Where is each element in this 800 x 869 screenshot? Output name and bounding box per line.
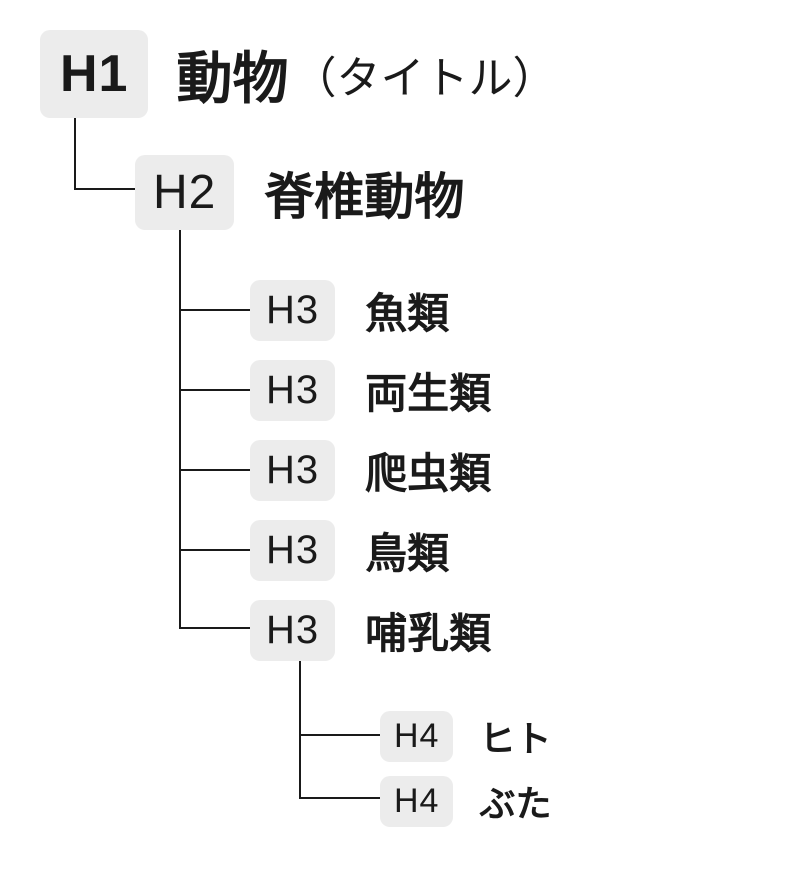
h1-badge: H1 bbox=[40, 30, 148, 118]
h3-badge: H3 bbox=[250, 280, 335, 341]
h2-badge: H2 bbox=[135, 155, 234, 230]
h3-badge: H3 bbox=[250, 520, 335, 581]
tree-node-h2: H2 脊椎動物 bbox=[135, 155, 464, 230]
node-suffix: （タイトル） bbox=[292, 42, 556, 106]
node-label: 動物 bbox=[176, 34, 288, 115]
node-label: 脊椎動物 bbox=[264, 157, 464, 229]
node-label: 魚類 bbox=[365, 280, 449, 341]
node-label: 両生類 bbox=[365, 360, 491, 421]
tree-node-h3: H3 鳥類 bbox=[250, 520, 449, 581]
connector-line bbox=[180, 310, 250, 390]
tree-node-h4: H4 ぶた bbox=[380, 775, 551, 827]
h3-badge: H3 bbox=[250, 600, 335, 661]
node-label: 哺乳類 bbox=[365, 600, 491, 661]
connector-line bbox=[75, 115, 135, 189]
tree-node-h3: H3 哺乳類 bbox=[250, 600, 491, 661]
connector-line bbox=[300, 735, 380, 798]
node-label: 鳥類 bbox=[365, 520, 449, 581]
connector-line bbox=[180, 390, 250, 470]
tree-node-h3: H3 魚類 bbox=[250, 280, 449, 341]
tree-node-h4: H4 ヒト bbox=[380, 710, 551, 762]
connector-line bbox=[180, 550, 250, 628]
connector-line bbox=[300, 658, 380, 735]
heading-hierarchy-diagram: H1動物（タイトル）H2脊椎動物H3魚類H3両生類H3爬虫類H3鳥類H3哺乳類H… bbox=[0, 0, 800, 869]
h3-badge: H3 bbox=[250, 440, 335, 501]
h4-badge: H4 bbox=[380, 776, 453, 827]
connector-line bbox=[180, 470, 250, 550]
tree-node-h1: H1 動物（タイトル） bbox=[40, 30, 556, 118]
node-label: 爬虫類 bbox=[365, 440, 491, 501]
h3-badge: H3 bbox=[250, 360, 335, 421]
tree-node-h3: H3 両生類 bbox=[250, 360, 491, 421]
node-label: ぶた bbox=[479, 775, 551, 827]
connector-line bbox=[180, 228, 250, 310]
h4-badge: H4 bbox=[380, 711, 453, 762]
tree-node-h3: H3 爬虫類 bbox=[250, 440, 491, 501]
node-label: ヒト bbox=[479, 710, 551, 762]
